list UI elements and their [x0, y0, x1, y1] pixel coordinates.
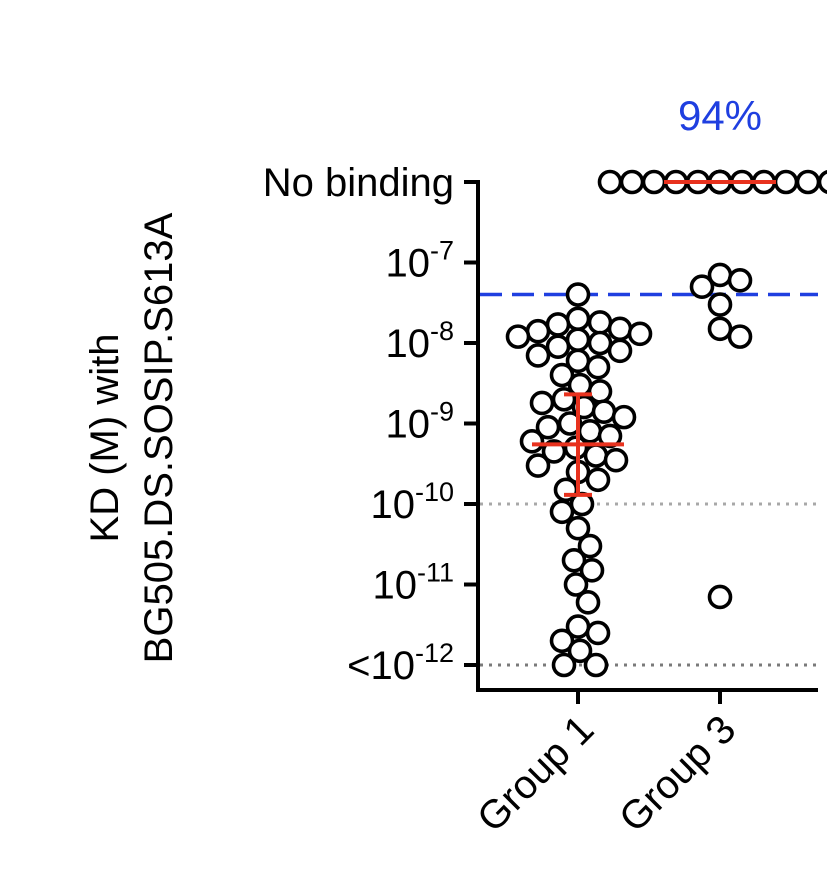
data-point-group2-7	[641, 169, 667, 195]
data-point-group1-11	[545, 334, 571, 359]
data-point-group1-7	[627, 321, 653, 347]
data-point-group1-49	[551, 652, 577, 678]
axes: No binding 10-7 10-8 10-9 10-10 10-11 <10-12 Gr…	[263, 161, 818, 841]
data-point-group1-47	[549, 628, 575, 654]
data-point-group1-15	[585, 354, 611, 380]
y-tick-label-5: 10-10	[370, 477, 454, 527]
data-point-group1-50	[583, 652, 609, 678]
data-point-group2-10	[817, 170, 827, 194]
data-point-group1-4	[545, 312, 571, 337]
annotation-percent-1: 94%	[678, 92, 762, 139]
annotations: 94%	[678, 92, 762, 139]
y-axis-label-line-2: BG505.DS.SOSIP.S613A	[137, 212, 181, 663]
data-point-group1-12	[607, 338, 633, 364]
data-point-group1-13	[525, 343, 551, 368]
data-point-group1-33	[525, 453, 551, 478]
x-tick-label-2: Group 3	[611, 707, 744, 840]
data-point-group1-8	[505, 324, 531, 349]
data-point-group1-39	[565, 515, 591, 541]
data-point-group1-28	[519, 429, 545, 454]
data-point-group2-17	[727, 268, 753, 293]
summary-stats	[532, 180, 776, 497]
data-point-group1-38	[549, 499, 575, 525]
y-tick-label-6: 10-11	[372, 558, 454, 608]
data-point-group1-22	[591, 399, 617, 425]
data-point-group1-6	[525, 318, 551, 344]
x-tick-label-1: Group 1	[469, 707, 602, 840]
data-point-group2-19	[707, 292, 733, 317]
data-point-group2-9	[619, 169, 645, 195]
y-tick-label-3: 10-8	[385, 316, 454, 366]
y-tick-label-7: <10-12	[347, 638, 454, 688]
data-point-group1-35	[585, 467, 611, 493]
data-point-group2-11	[597, 169, 623, 195]
data-point-group2-8	[795, 169, 821, 195]
reference-lines	[480, 292, 818, 667]
data-point-group2-22	[707, 584, 733, 610]
data-point-group1-41	[561, 547, 587, 573]
data-point-group1-10	[587, 330, 613, 356]
y-tick-label-1: No binding	[263, 161, 454, 205]
data-point-group2-20	[707, 316, 733, 342]
data-point-group1-16	[549, 362, 575, 388]
data-point-group1-9	[565, 327, 591, 352]
y-tick-label-4: 10-9	[385, 397, 454, 447]
y-axis-label-line-1: KD (M) with	[83, 334, 127, 543]
data-point-group1-40	[577, 533, 603, 559]
data-point-group2-21	[727, 324, 753, 349]
data-point-group1-46	[585, 620, 611, 646]
data-point-group1-5	[607, 316, 633, 342]
data-point-group1-23	[611, 404, 637, 430]
data-point-group1-43	[563, 572, 589, 597]
data-point-group1-2	[565, 306, 591, 332]
data-points	[505, 169, 827, 678]
data-point-group1-19	[551, 386, 577, 412]
data-point-group2-18	[689, 274, 715, 300]
data-point-group1-42	[579, 558, 605, 583]
data-point-group1-31	[583, 443, 609, 468]
data-point-group1-3	[587, 310, 613, 335]
data-point-group1-25	[535, 414, 561, 440]
y-tick-label-2: 10-7	[385, 236, 454, 286]
data-point-group1-1	[565, 282, 591, 307]
data-point-group1-48	[567, 638, 593, 664]
data-point-group1-32	[603, 447, 629, 473]
data-point-group1-20	[529, 390, 555, 416]
data-point-group2-6	[773, 169, 799, 195]
data-point-group1-27	[597, 423, 623, 449]
data-point-group1-44	[575, 590, 601, 615]
